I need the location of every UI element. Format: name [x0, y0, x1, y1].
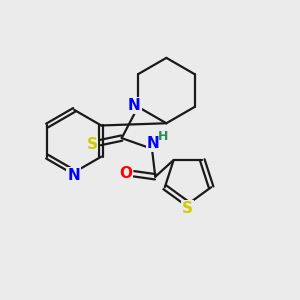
- Text: N: N: [67, 168, 80, 183]
- Text: H: H: [158, 130, 169, 142]
- Text: S: S: [86, 136, 98, 152]
- Text: N: N: [128, 98, 141, 113]
- Text: N: N: [147, 136, 160, 151]
- Text: S: S: [182, 201, 193, 216]
- Text: O: O: [119, 166, 132, 181]
